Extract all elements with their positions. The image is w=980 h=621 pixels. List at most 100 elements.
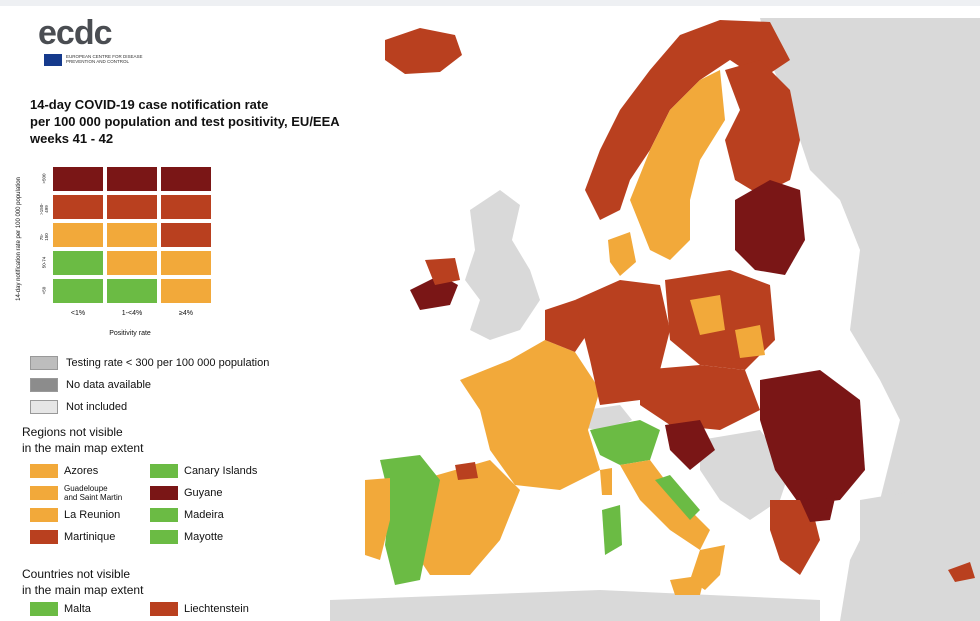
testing-label: Testing rate < 300 per 100 000 populatio… (66, 357, 270, 369)
uk-land (465, 190, 540, 340)
region-label-line: Azores (64, 465, 99, 477)
region-swatch (30, 508, 58, 522)
sicily (670, 575, 705, 595)
region-label: Guadeloupe and Saint Martin (64, 484, 122, 502)
title-line-2: per 100 000 population and test positivi… (30, 114, 340, 129)
matrix-cell (106, 194, 158, 220)
iceland (385, 28, 462, 74)
region-label-line: Martinique (64, 531, 116, 543)
region-label-line: Guyane (184, 487, 223, 499)
portugal (365, 478, 390, 560)
sardinia (602, 505, 622, 555)
region-label-line: Madeira (184, 509, 224, 521)
region-label: Mayotte (184, 531, 223, 543)
not-included-label: Not included (66, 401, 128, 413)
logo-subtitle: EUROPEAN CENTRE FOR DISEASE PREVENTION A… (66, 54, 143, 64)
matrix-y-tick: <50 (41, 286, 47, 295)
matrix-cell (106, 166, 158, 192)
matrix-cell (106, 278, 158, 304)
top-bar (0, 0, 980, 6)
country-swatch (150, 602, 178, 616)
region-swatch (150, 530, 178, 544)
no-data-label: No data available (66, 379, 152, 391)
testing-swatch (30, 356, 58, 370)
cyprus (948, 562, 975, 582)
finland (725, 60, 800, 195)
slovenia-croatia (665, 420, 715, 470)
region-swatch (150, 464, 178, 478)
north-africa (330, 590, 820, 621)
turkey-land (860, 480, 980, 580)
region-label: Madeira (184, 509, 224, 521)
denmark (608, 232, 636, 276)
italy-center (620, 460, 710, 550)
matrix-cell (52, 250, 104, 276)
matrix-x-tick: 1-<4% (121, 310, 143, 317)
matrix-cell (160, 278, 212, 304)
matrix-cell (52, 166, 104, 192)
sweden (630, 70, 725, 260)
region-label: Guyane (184, 487, 223, 499)
corsica (600, 468, 612, 495)
ireland-south (410, 275, 458, 310)
spain-north-red (455, 462, 478, 480)
italy-adriatic (655, 475, 700, 520)
countries-heading-line-1: Countries not visible (22, 567, 131, 581)
country-swatch (30, 602, 58, 616)
norway (585, 20, 790, 220)
greece (770, 500, 820, 575)
poland-orange-2 (735, 325, 765, 358)
logo-word-text: ecdc (38, 14, 112, 52)
region-label: Canary Islands (184, 465, 257, 477)
central-europe (640, 365, 760, 430)
regions-heading-line-1: Regions not visible (22, 425, 123, 439)
matrix-y-tick: >150-499 (39, 203, 49, 215)
greece-north (800, 498, 835, 522)
region-swatch (150, 508, 178, 522)
italy-north (590, 420, 660, 465)
regions-heading: Regions not visible in the main map exte… (22, 424, 222, 456)
romania-bulgaria (760, 370, 865, 505)
matrix-cell (160, 222, 212, 248)
region-label-line: and Saint Martin (64, 493, 123, 502)
matrix-cell (160, 194, 212, 220)
title-line-3: weeks 41 - 42 (30, 131, 114, 146)
map-title: 14-day COVID-19 case notification rate p… (30, 96, 390, 147)
region-swatch (30, 530, 58, 544)
country-label: Malta (64, 603, 91, 615)
region-label-line: Canary Islands (184, 465, 258, 477)
no-data-swatch (30, 378, 58, 392)
country-label: Liechtenstein (184, 603, 249, 615)
region-label: Azores (64, 465, 98, 477)
ireland-north (425, 258, 460, 285)
region-swatch (30, 464, 58, 478)
countries-heading-line-2: in the main map extent (22, 583, 144, 597)
matrix-x-tick: <1% (70, 310, 86, 317)
spain-west (380, 455, 440, 585)
matrix-y-tick: 50-74 (41, 256, 47, 269)
matrix-y-axis-title: 14-day notification rate per 100 000 pop… (14, 166, 24, 316)
regions-heading-line-2: in the main map extent (22, 441, 144, 455)
matrix-cell (52, 222, 104, 248)
region-swatch (30, 486, 58, 500)
matrix-x-tick: ≥4% (179, 310, 193, 317)
matrix-y-tick: >500 (41, 173, 47, 184)
region-label-line: La Reunion (64, 509, 121, 521)
region-swatch (150, 486, 178, 500)
not-included-swatch (30, 400, 58, 414)
matrix-cell (106, 250, 158, 276)
matrix-y-axis-title-text: 14-day notification rate per 100 000 pop… (16, 177, 22, 301)
title-line-1: 14-day COVID-19 case notification rate (30, 97, 269, 112)
region-label: La Reunion (64, 509, 120, 521)
eu-flag-icon (44, 54, 62, 66)
non-member-land (760, 18, 980, 621)
countries-heading: Countries not visible in the main map ex… (22, 566, 222, 598)
baltics (735, 180, 805, 275)
matrix-x-axis-title: Positivity rate (109, 330, 151, 337)
matrix-cell (106, 222, 158, 248)
logo-word: ecdc (38, 14, 112, 53)
region-label-line: Mayotte (184, 531, 224, 543)
matrix-y-tick: 75-150 (39, 233, 49, 241)
matrix-cell (52, 194, 104, 220)
